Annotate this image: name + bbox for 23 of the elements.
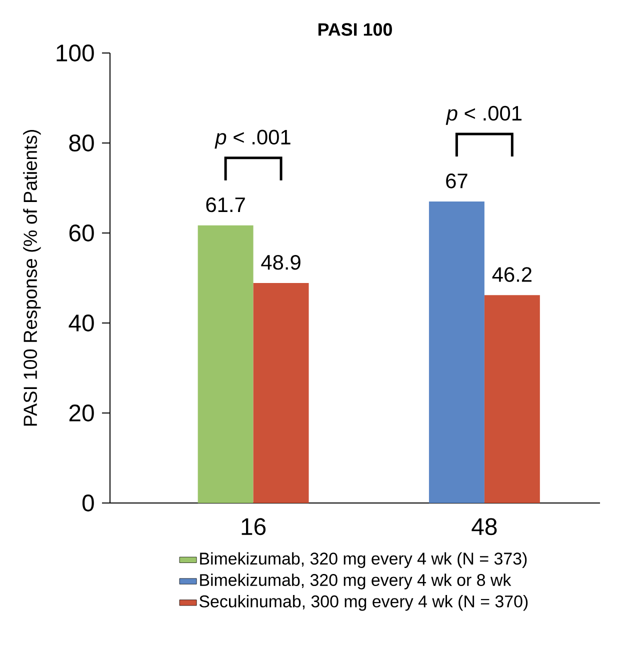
- legend-label: Bimekizumab, 320 mg every 4 wk (N = 373): [200, 552, 527, 568]
- legend-label: Secukinumab, 300 mg every 4 wk (N = 370): [200, 594, 528, 611]
- legend-label: Bimekizumab, 320 mg every 4 wk or 8 wk: [200, 574, 512, 590]
- data-label: 46.2: [492, 267, 532, 282]
- y-tick-label: 60: [69, 224, 94, 242]
- data-label: 48.9: [261, 254, 300, 270]
- y-tick-label: 20: [69, 404, 94, 422]
- data-label: 61.7: [206, 197, 245, 212]
- bar: [484, 295, 540, 503]
- annotation: p < .001: [446, 106, 522, 125]
- annotation: p < .001: [214, 130, 290, 149]
- y-tick-label: 40: [68, 314, 94, 332]
- bar: [253, 282, 309, 503]
- data-label: 67: [446, 174, 468, 188]
- y-tick-label: 0: [82, 494, 94, 512]
- x-tick-label: 16: [242, 518, 266, 536]
- y-tick-label: 80: [69, 134, 94, 152]
- y-axis-title: PASI 100 Response (% of Patients): [23, 130, 41, 426]
- x-tick-label: 48: [472, 518, 497, 536]
- chart-title: PASI 100: [318, 23, 392, 36]
- bar: [198, 225, 254, 503]
- y-tick-label: 100: [56, 44, 94, 62]
- bar: [428, 201, 484, 503]
